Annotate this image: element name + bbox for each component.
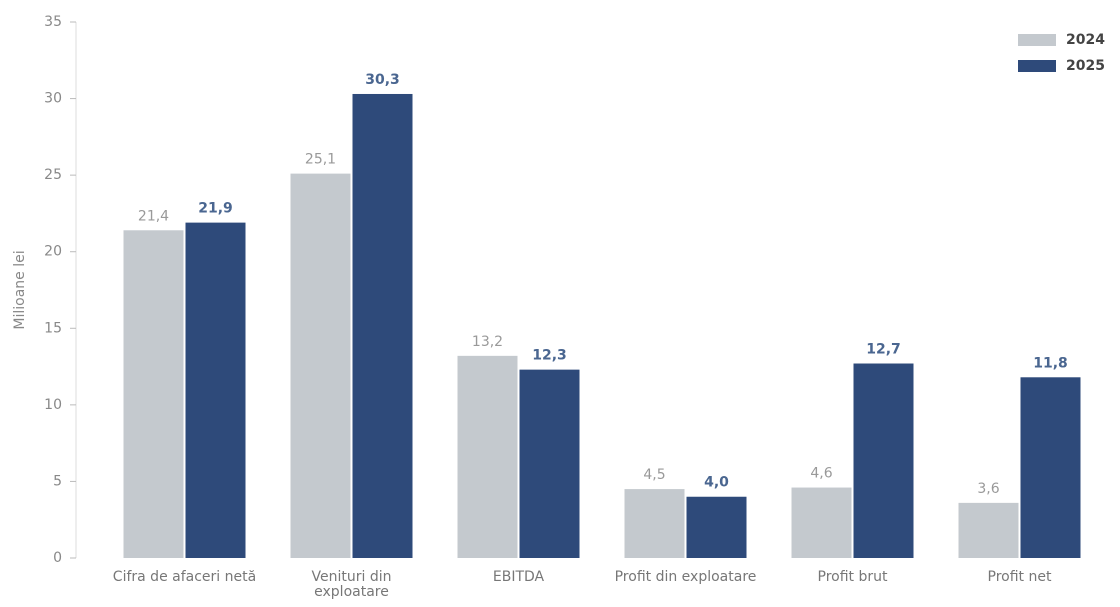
data-label: 13,2 bbox=[472, 334, 503, 350]
data-label: 4,0 bbox=[704, 475, 729, 491]
y-tick-label: 20 bbox=[44, 244, 62, 260]
data-label: 12,3 bbox=[532, 348, 567, 364]
data-label: 21,9 bbox=[198, 201, 233, 217]
bar bbox=[853, 363, 914, 558]
data-label: 21,4 bbox=[138, 208, 169, 224]
bar bbox=[686, 496, 747, 558]
y-axis-label: Milioane lei bbox=[12, 250, 28, 329]
y-tick-label: 25 bbox=[44, 167, 62, 183]
legend-swatch bbox=[1018, 60, 1056, 72]
x-tick-label: EBITDA bbox=[492, 569, 545, 585]
y-tick-label: 35 bbox=[44, 14, 62, 30]
legend-label: 2025 bbox=[1066, 58, 1105, 74]
x-tick-label: Cifra de afaceri netă bbox=[112, 569, 257, 585]
bar bbox=[1020, 377, 1081, 558]
x-tick-label: Profit brut bbox=[817, 569, 888, 585]
data-label: 4,6 bbox=[810, 466, 832, 482]
data-label: 11,8 bbox=[1033, 355, 1068, 371]
legend-swatch bbox=[1018, 34, 1056, 46]
data-label: 4,5 bbox=[643, 467, 665, 483]
y-tick-label: 10 bbox=[44, 397, 62, 413]
bar bbox=[123, 230, 184, 558]
bar bbox=[290, 173, 351, 558]
bar bbox=[185, 222, 246, 559]
data-label: 3,6 bbox=[977, 481, 999, 497]
bar bbox=[791, 487, 852, 558]
data-label: 30,3 bbox=[365, 72, 400, 88]
legend-label: 2024 bbox=[1066, 32, 1105, 48]
y-tick-label: 15 bbox=[44, 320, 62, 336]
bar bbox=[457, 355, 518, 558]
y-tick-label: 0 bbox=[53, 550, 62, 566]
bar bbox=[958, 502, 1019, 558]
bar bbox=[352, 93, 413, 558]
bar bbox=[519, 369, 580, 558]
data-label: 25,1 bbox=[305, 152, 336, 168]
x-tick-label: Profit net bbox=[987, 569, 1052, 585]
x-tick-label: Venituri din exploatare bbox=[311, 569, 392, 600]
data-label: 12,7 bbox=[866, 342, 901, 358]
y-tick-label: 5 bbox=[53, 473, 62, 489]
x-tick-label: Profit din exploatare bbox=[614, 569, 757, 585]
y-tick-label: 30 bbox=[44, 91, 62, 107]
bar bbox=[624, 489, 685, 558]
